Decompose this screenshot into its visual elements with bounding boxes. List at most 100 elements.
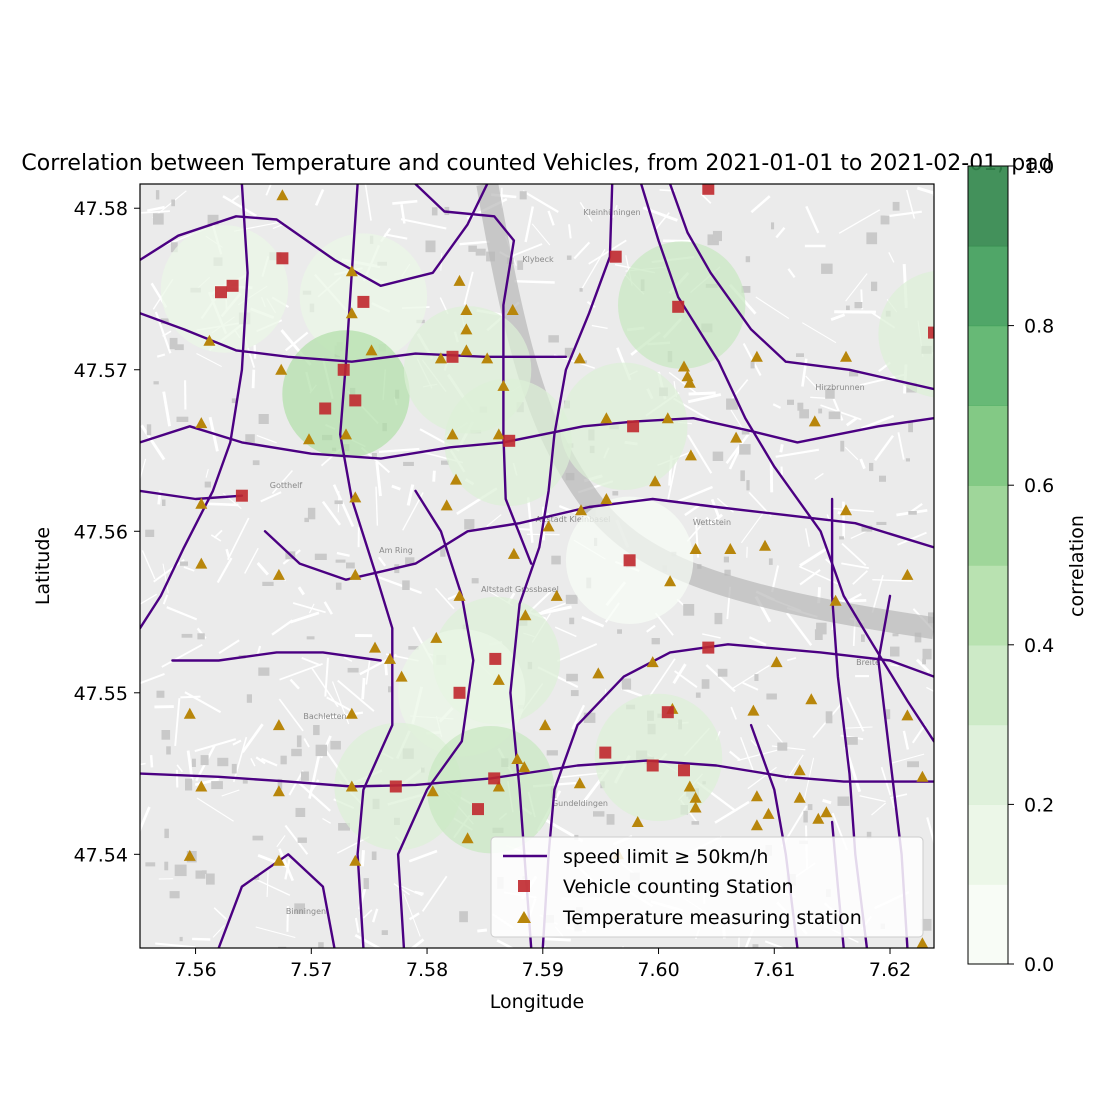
basemap-street [260,757,278,767]
basemap-street [748,636,767,646]
basemap-street [391,484,401,491]
temperature-station-marker [793,764,806,776]
temperature-station-marker [511,753,524,764]
basemap-block [297,837,307,843]
vehicle-station-marker [503,434,516,447]
basemap-block [179,936,183,942]
correlation-area [282,330,410,458]
basemap-block [869,462,874,472]
temperature-station-marker [384,652,396,664]
map-label: Gotthelf [270,481,303,490]
basemap-block [388,686,392,693]
temperature-station-marker [689,791,702,803]
basemap-block [797,402,804,411]
basemap-street [755,296,790,320]
basemap-street [232,736,248,783]
temperature-station-marker [575,504,587,516]
temperature-station-marker [369,641,381,653]
basemap-street [149,755,154,768]
basemap-street [192,937,211,941]
basemap-street [210,534,222,542]
basemap-street [729,750,742,762]
temperature-station-marker [646,656,659,668]
x-tick-label: 7.56 [174,959,216,981]
temperature-station-marker [750,819,763,831]
basemap-street [141,550,156,580]
basemap-street [832,507,874,513]
vehicle-station-marker [235,489,248,502]
basemap-street [916,186,934,195]
vehicle-station-marker [702,641,715,654]
basemap-street [162,594,169,605]
basemap-block [252,460,260,466]
basemap-block [363,878,369,890]
basemap-block [854,302,863,309]
basemap-block [908,511,917,515]
speed-limit-road [396,489,475,948]
basemap-street [321,500,342,526]
temperature-station-marker [519,609,532,621]
basemap-street [286,906,289,932]
basemap-street [400,218,447,230]
temperature-station-marker [916,770,929,782]
basemap-street [410,938,425,948]
basemap-street [742,343,762,376]
temperature-station-marker [573,777,586,789]
basemap-block [206,873,215,885]
basemap-block [517,260,524,270]
vehicle-station-marker [349,394,362,407]
legend-entry-roads: speed limit ≥ 50km/h [503,846,768,868]
basemap-street [932,193,934,196]
basemap-block [403,461,414,466]
basemap-street [559,772,603,779]
temperature-station-marker [345,265,358,277]
x-tick-label: 7.61 [753,959,795,981]
temperature-station-marker [349,568,362,580]
temperature-station-marker [345,707,358,719]
basemap-street [579,202,593,222]
basemap-street [496,939,515,948]
basemap-street [343,656,353,662]
basemap-street [775,448,820,458]
temperature-station-marker [750,790,763,802]
legend-label: speed limit ≥ 50km/h [563,846,768,868]
basemap-street [926,686,934,693]
basemap-street [392,199,418,205]
basemap-street [266,870,269,898]
temperature-station-marker [762,807,775,819]
legend-entry-vehicle: Vehicle counting Station [518,876,794,898]
basemap-block [546,750,558,756]
basemap-street [398,884,423,897]
basemap-street [889,753,925,765]
temperature-station-marker [272,785,285,797]
basemap-block [739,444,751,455]
basemap-street [524,206,534,243]
temperature-station-marker [492,673,505,685]
basemap-street [844,446,859,461]
basemap-street [303,738,310,748]
legend-square-marker [518,880,530,892]
basemap-street [255,926,296,939]
basemap-street [911,723,927,744]
map-label: Bachletten [303,712,346,721]
basemap-block [334,500,343,505]
temperature-station-marker [506,304,519,315]
basemap-street [284,824,309,855]
basemap-block [701,679,710,689]
basemap-street [802,322,837,344]
basemap-street [830,313,846,322]
basemap-street [860,414,895,430]
temperature-station-marker [747,704,760,716]
temperature-station-marker [349,491,362,503]
temperature-station-marker [492,780,505,792]
basemap-street [155,942,196,948]
basemap-block [330,740,341,750]
basemap-street [747,766,777,790]
basemap-street [841,562,869,569]
temperature-station-marker [684,449,697,461]
basemap-block [740,470,745,482]
temperature-station-marker [793,791,806,803]
basemap-street [140,424,166,461]
basemap-street [804,528,810,547]
map-label: Breite [856,658,880,667]
